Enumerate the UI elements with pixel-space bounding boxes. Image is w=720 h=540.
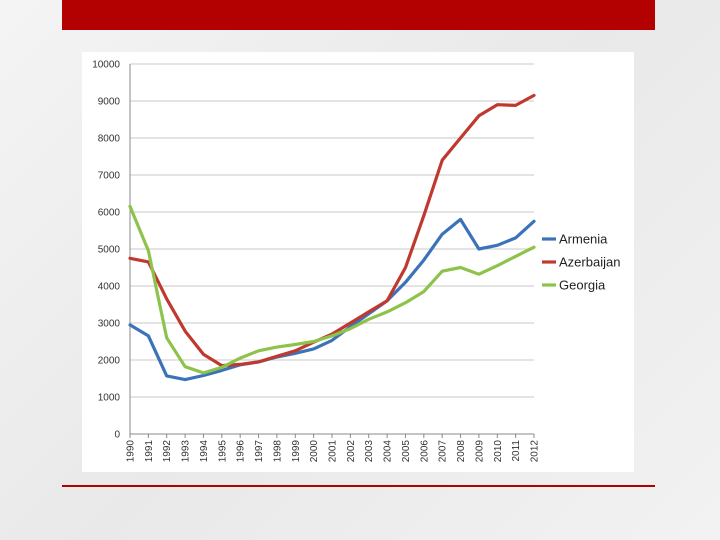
x-tick-label: 1999 [291,440,302,463]
x-tick-label: 1997 [254,440,265,463]
x-tick-label: 2003 [364,440,375,463]
y-tick-label: 3000 [98,319,121,330]
x-tick-label: 1996 [236,440,247,463]
x-axis-ticks: 1990 1991 1992 1993 1994 1995 1996 1997 1998 1999… [126,434,541,462]
y-tick-label: 0 [114,430,120,441]
x-tick-label: 2005 [401,440,412,463]
legend-item-armenia: Armenia [542,232,608,247]
x-tick-label: 2006 [419,440,430,463]
y-tick-label: 7000 [98,171,121,182]
x-tick-label: 1993 [181,440,192,463]
y-tick-label: 9000 [98,97,121,108]
x-tick-label: 2008 [456,440,467,463]
y-tick-label: 1000 [98,393,121,404]
y-tick-label: 5000 [98,245,121,256]
x-tick-label: 2009 [474,440,485,463]
gridlines [130,63,534,398]
x-tick-label: 1994 [199,440,210,463]
x-tick-label: 1995 [217,440,228,463]
legend-label: Armenia [559,232,608,247]
x-tick-label: 2001 [328,440,339,463]
legend-label: Georgia [559,278,606,293]
y-tick-label: 2000 [98,356,121,367]
x-tick-label: 1991 [144,440,155,463]
title-accent-bar [62,0,655,30]
x-tick-label: 2007 [438,440,449,463]
x-tick-label: 1998 [272,440,283,463]
y-tick-label: 6000 [98,208,121,219]
x-tick-label: 2011 [511,440,522,462]
series-line-georgia [128,204,536,375]
series-lines [128,93,536,382]
series-line-armenia [128,217,536,382]
x-tick-label: 2012 [530,440,541,463]
y-tick-label: 4000 [98,282,121,293]
legend-label: Azerbaijan [559,255,620,270]
x-tick-label: 2004 [383,440,394,463]
y-tick-label: 10000 [92,60,120,71]
footer-rule [62,485,655,487]
legend-item-georgia: Georgia [542,278,606,293]
x-tick-label: 2010 [493,440,504,463]
x-tick-label: 2000 [309,440,320,463]
x-tick-label: 1990 [126,440,137,463]
y-axis-ticks: 0 1000 2000 3000 4000 5000 6000 7000 8000 9000 100… [92,60,120,441]
x-tick-label: 2002 [346,440,357,463]
series-line-azerbaijan [128,93,536,368]
y-tick-label: 8000 [98,134,121,145]
legend: Armenia Azerbaijan Georgia [542,232,620,293]
legend-item-azerbaijan: Azerbaijan [542,255,620,270]
x-tick-label: 1992 [162,440,173,463]
line-chart: 0 1000 2000 3000 4000 5000 6000 7000 8000 9000 100… [92,60,620,463]
chart-panel: 0 1000 2000 3000 4000 5000 6000 7000 8000 9000 100… [82,52,634,472]
